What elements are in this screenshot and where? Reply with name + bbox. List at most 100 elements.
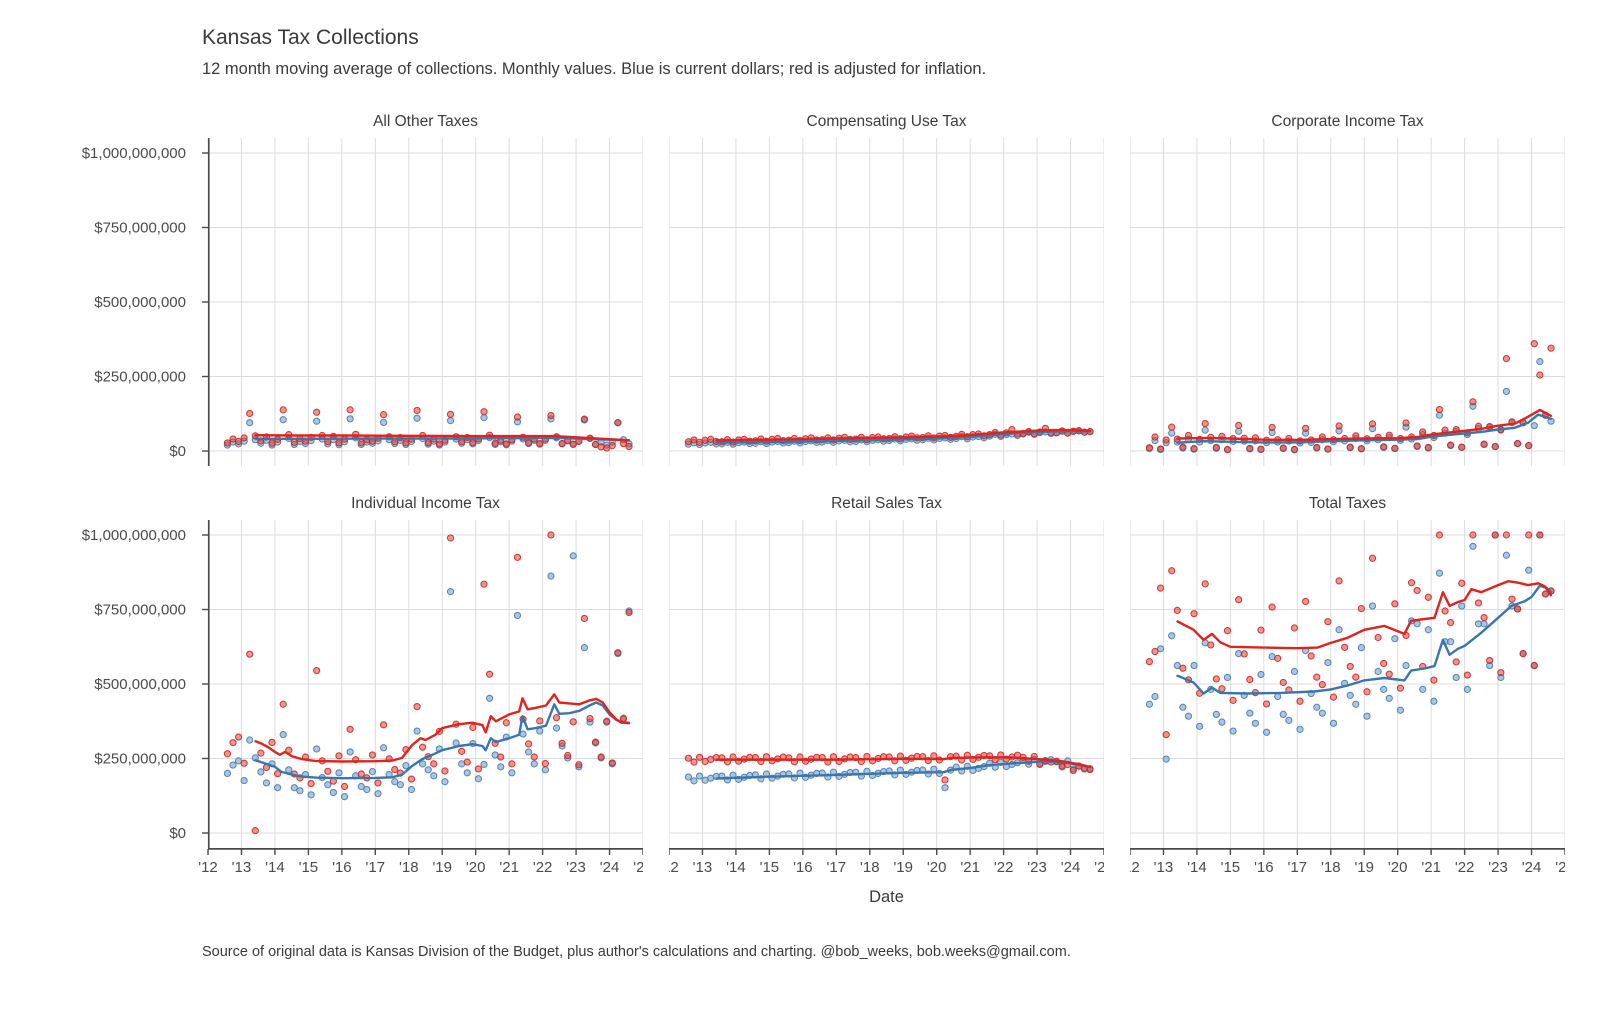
x-tick-label: '16: [1254, 859, 1274, 876]
x-tick-label: '15: [299, 859, 319, 876]
x-tick-label: '21: [499, 859, 519, 876]
panel-retail-sales-tax: Retail Sales Tax '12'13'14'15'16'17'18'1…: [669, 494, 1104, 886]
panel-title: Corporate Income Tax: [1271, 113, 1424, 130]
x-tick-label: '22: [533, 859, 553, 876]
x-tick-label: '19: [1354, 859, 1374, 876]
plot-compensating-use-tax: [669, 138, 1104, 466]
x-tick-label: '17: [366, 859, 386, 876]
y-tick-label: $750,000,000: [94, 220, 186, 237]
panel-title: All Other Taxes: [373, 113, 478, 130]
x-axis-title: Date: [869, 888, 904, 906]
x-tick-label: '23: [1027, 859, 1047, 876]
ma-line-inflation-adjusted: [715, 756, 1092, 769]
gridlines: [1130, 520, 1565, 848]
x-tick-label: '22: [994, 859, 1014, 876]
panel-individual-income-tax: Individual Income Tax $0 $250,000,000 $500…: [26, 494, 643, 886]
panel-total-taxes: Total Taxes '12 '13 '14 '15 '16 '17 '18 '19 '20 '…: [1130, 494, 1565, 886]
x-axis: '12 '13 '14 '15 '16 '17 '18 '19 '20 '21 '22 '23 '24 '…: [198, 847, 643, 876]
x-tick-label: '14: [1187, 859, 1207, 876]
source-caption: Source of original data is Kansas Divisi…: [202, 944, 1071, 960]
ma-line-inflation-adjusted: [254, 434, 631, 442]
ma-line-current-dollars: [1176, 584, 1553, 695]
x-tick-label: '12: [669, 859, 679, 876]
x-tick-label: '18: [1321, 859, 1341, 876]
x-tick-label: '19: [893, 859, 913, 876]
chart-subtitle: 12 month moving average of collections. …: [202, 60, 987, 78]
y-tick-label: $1,000,000,000: [82, 527, 186, 544]
x-tick-label: '24: [1061, 859, 1081, 876]
points-inflation-adjusted: [1145, 340, 1555, 454]
points-current-dollars: [223, 552, 633, 801]
x-tick-label: '24: [1522, 859, 1542, 876]
gridlines: [207, 520, 643, 848]
x-tick-label: '20: [466, 859, 486, 876]
chart-title: Kansas Tax Collections: [202, 26, 419, 49]
y-tick-label: $1,000,000,000: [82, 145, 186, 162]
x-tick-label: '12: [198, 859, 218, 876]
ma-line-current-dollars: [1176, 413, 1553, 444]
points-current-dollars: [1145, 531, 1555, 763]
plot-retail-sales-tax: '12 '13 '14 '15 '16 '17 '18 '19 '20 '21 '22 '23 '24 '…: [669, 520, 1104, 876]
x-tick-label: '19: [432, 859, 452, 876]
x-tick-label: '20: [927, 859, 947, 876]
x-tick-label: '25: [633, 859, 643, 876]
x-tick-label: '14: [265, 859, 285, 876]
ma-line-inflation-adjusted: [254, 693, 631, 763]
x-tick-label: '16: [793, 859, 813, 876]
plot-total-taxes: '12 '13 '14 '15 '16 '17 '18 '19 '20 '21 '22 '23 '24 '…: [1130, 520, 1565, 876]
x-tick-label: '13: [232, 859, 252, 876]
points-inflation-adjusted: [223, 531, 633, 835]
x-tick-label: '20: [1388, 859, 1408, 876]
ma-line-inflation-adjusted: [715, 428, 1092, 442]
y-tick-label: $250,000,000: [94, 369, 186, 386]
panel-compensating-use-tax: Compensating Use Tax: [669, 112, 1104, 466]
x-axis: '12 '13 '14 '15 '16 '17 '18 '19 '20 '21 '22 '23 '24 '…: [669, 847, 1104, 876]
x-tick-label: '18: [860, 859, 880, 876]
panel-title: Retail Sales Tax: [831, 495, 942, 512]
y-tick-label: $500,000,000: [94, 676, 186, 693]
y-axis: $0 $250,000,000 $500,000,000 $750,000,000 $1…: [82, 520, 210, 848]
x-tick-label: '17: [1288, 859, 1308, 876]
panel-all-other-taxes: All Other Taxes $0 $250,000,000 $500,000,0…: [26, 112, 643, 466]
x-tick-label: '16: [332, 859, 352, 876]
gridlines: [669, 138, 1104, 466]
figure-header: Kansas Tax Collections 12 month moving a…: [202, 26, 986, 79]
x-tick-label: '21: [960, 859, 980, 876]
points-inflation-adjusted: [1145, 531, 1555, 739]
x-tick-label: '15: [760, 859, 780, 876]
plot-individual-income-tax: $0 $250,000,000 $500,000,000 $750,000,000 $1…: [82, 520, 643, 876]
x-tick-label: '25: [1094, 859, 1104, 876]
ma-line-inflation-adjusted: [1176, 408, 1553, 442]
panel-title: Total Taxes: [1308, 495, 1387, 512]
points-inflation-adjusted: [223, 406, 633, 452]
x-tick-label: '24: [600, 859, 620, 876]
x-tick-label: '17: [827, 859, 847, 876]
x-tick-label: '12: [1130, 859, 1140, 876]
x-tick-label: '13: [693, 859, 713, 876]
y-tick-label: $750,000,000: [94, 602, 186, 619]
facet-grid: All Other Taxes $0 $250,000,000 $500,000,0…: [26, 112, 1565, 886]
x-tick-label: '18: [399, 859, 419, 876]
x-tick-label: '15: [1221, 859, 1241, 876]
y-tick-label: $0: [169, 443, 186, 460]
ma-line-inflation-adjusted: [1176, 580, 1553, 650]
y-tick-label: $500,000,000: [94, 294, 186, 311]
panel-corporate-income-tax: Corporate Income Tax: [1130, 112, 1565, 466]
x-tick-label: '13: [1154, 859, 1174, 876]
y-axis: $0 $250,000,000 $500,000,000 $750,000,000 $1…: [82, 138, 210, 466]
plot-all-other-taxes: $0 $250,000,000 $500,000,000 $750,000,000 $1…: [82, 138, 643, 466]
ma-line-current-dollars: [254, 701, 631, 780]
gridlines: [207, 138, 643, 466]
gridlines: [669, 520, 1104, 848]
x-tick-label: '14: [726, 859, 746, 876]
gridlines: [1130, 138, 1565, 466]
y-tick-label: $0: [169, 825, 186, 842]
x-axis: '12 '13 '14 '15 '16 '17 '18 '19 '20 '21 '22 '23 '24 '…: [1130, 847, 1565, 876]
y-tick-label: $250,000,000: [94, 751, 186, 768]
x-tick-label: '23: [1488, 859, 1508, 876]
panel-title: Individual Income Tax: [351, 495, 500, 512]
ma-line-current-dollars: [715, 430, 1092, 444]
x-tick-label: '21: [1421, 859, 1441, 876]
x-tick-label: '25: [1555, 859, 1565, 876]
panel-title: Compensating Use Tax: [806, 113, 967, 130]
